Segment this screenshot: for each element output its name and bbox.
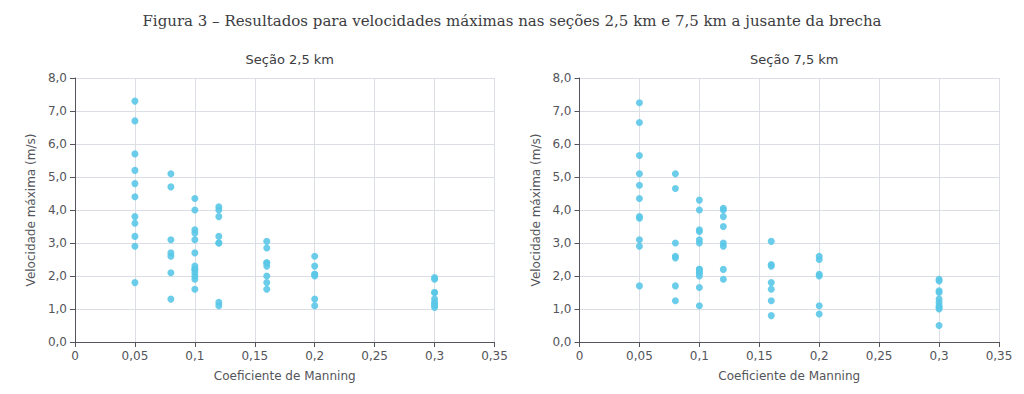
svg-text:Seção 7,5 km: Seção 7,5 km [750, 52, 838, 67]
svg-text:3,0: 3,0 [552, 236, 571, 250]
svg-text:0,0: 0,0 [552, 335, 571, 349]
svg-text:0,35: 0,35 [481, 349, 508, 363]
svg-text:0,15: 0,15 [241, 349, 268, 363]
svg-text:7,0: 7,0 [552, 104, 571, 118]
svg-text:Coeficiente de Manning: Coeficiente de Manning [214, 369, 356, 383]
svg-text:2,0: 2,0 [48, 269, 67, 283]
svg-text:Figura 3 – Resultados para vel: Figura 3 – Resultados para velocidades m… [142, 12, 881, 30]
svg-text:0,1: 0,1 [185, 349, 204, 363]
svg-text:5,0: 5,0 [48, 170, 67, 184]
svg-text:3,0: 3,0 [48, 236, 67, 250]
svg-text:0: 0 [71, 349, 79, 363]
svg-text:0,25: 0,25 [866, 349, 893, 363]
svg-text:4,0: 4,0 [552, 203, 571, 217]
svg-text:2,0: 2,0 [552, 269, 571, 283]
svg-text:Velocidade máxima (m/s): Velocidade máxima (m/s) [24, 134, 38, 287]
svg-text:Coeficiente de Manning: Coeficiente de Manning [718, 369, 860, 383]
svg-text:0,15: 0,15 [746, 349, 773, 363]
svg-text:0,05: 0,05 [626, 349, 653, 363]
svg-text:0,0: 0,0 [48, 335, 67, 349]
svg-text:0,2: 0,2 [305, 349, 324, 363]
svg-text:4,0: 4,0 [48, 203, 67, 217]
svg-text:6,0: 6,0 [48, 137, 67, 151]
svg-text:0,2: 0,2 [810, 349, 829, 363]
svg-text:Seção 2,5 km: Seção 2,5 km [246, 52, 334, 67]
svg-text:0,3: 0,3 [930, 349, 949, 363]
svg-text:0,25: 0,25 [361, 349, 388, 363]
svg-text:0,35: 0,35 [986, 349, 1013, 363]
svg-text:0,1: 0,1 [690, 349, 709, 363]
svg-text:0,05: 0,05 [122, 349, 149, 363]
svg-text:0,3: 0,3 [425, 349, 444, 363]
svg-text:8,0: 8,0 [552, 71, 571, 85]
svg-text:Velocidade máxima (m/s): Velocidade máxima (m/s) [529, 134, 543, 287]
svg-text:1,0: 1,0 [552, 302, 571, 316]
svg-text:8,0: 8,0 [48, 71, 67, 85]
svg-text:7,0: 7,0 [48, 104, 67, 118]
svg-text:5,0: 5,0 [552, 170, 571, 184]
svg-text:6,0: 6,0 [552, 137, 571, 151]
svg-text:0: 0 [576, 349, 584, 363]
svg-text:1,0: 1,0 [48, 302, 67, 316]
